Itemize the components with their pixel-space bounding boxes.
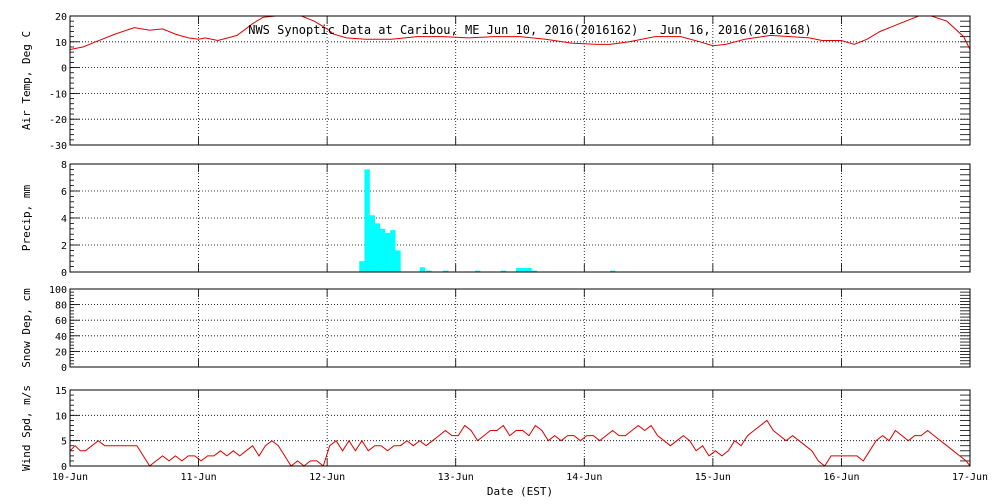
bar xyxy=(426,270,432,272)
y-axis-title: Wind Spd, m/s xyxy=(20,385,33,471)
y-tick-label: 4 xyxy=(61,214,67,225)
bar xyxy=(359,261,365,272)
panel-4: 0 5 10 15 Wind Spd, m/s 10-Jun 11-Jun 12-Jun 13-… xyxy=(20,385,988,483)
y-tick-label: -20 xyxy=(49,115,67,126)
y-tick-label: -10 xyxy=(49,89,67,100)
panel-1: -30 -20 -10 0 10 20 Air Temp, Deg C xyxy=(20,12,971,152)
bar xyxy=(369,215,375,272)
y-tick-label: 5 xyxy=(61,437,67,448)
y-axis-title: Snow Dep, cm xyxy=(20,288,33,368)
x-tick-label: 17-Jun xyxy=(952,472,988,483)
bar xyxy=(516,267,522,272)
y-axis-title: Air Temp, Deg C xyxy=(20,31,33,130)
y-tick-label: 0 xyxy=(61,363,67,374)
bar xyxy=(531,270,537,272)
bar xyxy=(379,228,386,272)
panel-frame xyxy=(69,15,971,146)
x-tick-label: 11-Jun xyxy=(181,472,217,483)
y-tick-label: 15 xyxy=(55,386,67,397)
series-group xyxy=(359,169,616,272)
bar xyxy=(526,267,532,272)
bar xyxy=(475,270,481,272)
y-tick-label: 20 xyxy=(55,347,67,358)
panel-frame xyxy=(69,389,971,467)
x-tick-label: 16-Jun xyxy=(823,472,859,483)
bar xyxy=(521,267,527,272)
y-tick-label: 2 xyxy=(61,241,67,252)
y-tick-label: 100 xyxy=(49,285,67,296)
bar xyxy=(419,267,426,272)
y-axis-title: Precip, mm xyxy=(20,185,33,252)
panel-3: 0 20 40 60 80 100 Snow Dep, cm xyxy=(20,285,971,374)
bar xyxy=(500,270,507,272)
x-tick-label: 13-Jun xyxy=(438,472,474,483)
y-tick-label: 8 xyxy=(61,160,67,171)
x-tick-label: 14-Jun xyxy=(566,472,602,483)
y-tick-label: 0 xyxy=(61,64,67,75)
series-group xyxy=(70,16,970,50)
y-tick-label: 40 xyxy=(55,332,67,343)
y-tick-label: 10 xyxy=(55,411,67,422)
bar xyxy=(390,230,396,272)
panel-frame xyxy=(69,288,971,368)
y-tick-label: 0 xyxy=(61,268,67,279)
bar xyxy=(610,270,616,272)
y-tick-label: 20 xyxy=(55,12,67,23)
y-tick-label: 6 xyxy=(61,187,67,198)
y-tick-label: 0 xyxy=(61,462,67,473)
x-tick-label: 12-Jun xyxy=(309,472,345,483)
series-line xyxy=(70,16,970,50)
y-tick-label: 10 xyxy=(55,38,67,49)
x-tick-label: 15-Jun xyxy=(695,472,731,483)
bar xyxy=(395,250,401,272)
y-tick-label: -30 xyxy=(49,141,67,152)
panel-2: 0 2 4 6 8 Precip, mm xyxy=(20,160,971,279)
panel-frame xyxy=(69,163,971,273)
x-tick-label: 10-Jun xyxy=(52,472,88,483)
bar xyxy=(364,169,370,272)
chart-title: NWS Synoptic Data at Caribou, ME Jun 10,… xyxy=(248,23,812,37)
bar xyxy=(385,232,391,272)
series-line xyxy=(70,419,970,466)
series-group xyxy=(70,419,970,466)
y-tick-label: 60 xyxy=(55,316,67,327)
x-axis-title: Date (EST) xyxy=(487,485,553,498)
y-tick-label: 80 xyxy=(55,301,67,312)
bar xyxy=(374,223,381,272)
bar xyxy=(442,270,449,272)
